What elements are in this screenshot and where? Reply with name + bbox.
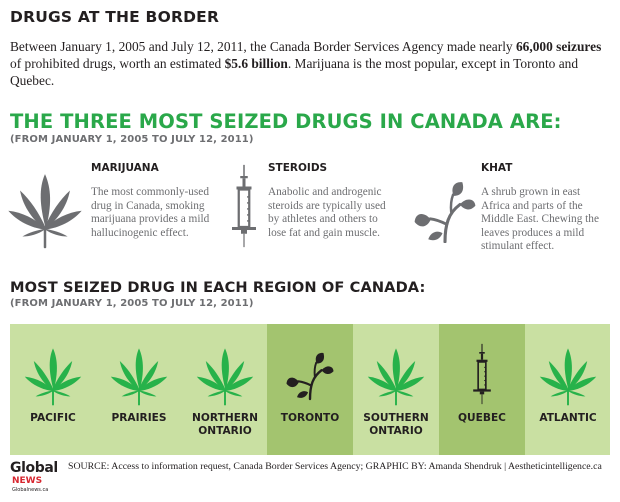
region-label-southern-ontario: SOUTHERN ONTARIO [363, 412, 429, 437]
drug-name-marijuana: MARIJUANA [91, 162, 159, 174]
cannabis-leaf-icon [538, 346, 598, 406]
global-news-logo: Global NEWS Globalnews.ca [10, 460, 66, 496]
main-title: DRUGS AT THE BORDER [10, 8, 220, 26]
region-label-toronto: TORONTO [280, 412, 340, 424]
region-southern-ontario: SOUTHERN ONTARIO [353, 324, 439, 455]
region-label-pacific: PACIFIC [30, 412, 76, 424]
khat-leaves-icon [286, 350, 334, 402]
cannabis-leaf-icon [23, 346, 83, 406]
syringe-icon [229, 157, 259, 255]
logo-news-text: NEWS [12, 476, 43, 486]
drug-name-steroids: STEROIDS [268, 162, 328, 174]
drug-name-khat: KHAT [481, 162, 513, 174]
region-prairies: PRAIRIES [96, 324, 182, 455]
region-atlantic: ATLANTIC [525, 324, 611, 455]
regions-date-range: (FROM JANUARY 1, 2005 TO JULY 12, 2011) [10, 298, 254, 309]
drug-desc-khat: A shrub grown in east Africa and parts o… [481, 186, 599, 253]
drug-desc-marijuana: The most commonly-used drug in Canada, s… [91, 186, 210, 239]
drug-desc-steroids: Anabolic and androgenic steroids are typ… [268, 186, 386, 239]
source-credit: SOURCE: Access to information request, C… [68, 461, 602, 472]
top-three-date-range: (FROM JANUARY 1, 2005 TO JULY 12, 2011) [10, 134, 254, 145]
regions-title: MOST SEIZED DRUG IN EACH REGION OF CANAD… [10, 279, 426, 296]
top-three-title: THE THREE MOST SEIZED DRUGS IN CANADA AR… [10, 110, 562, 133]
region-quebec: QUEBEC [439, 324, 525, 455]
syringe-icon [471, 338, 493, 410]
cannabis-leaf-icon [6, 170, 84, 250]
cannabis-leaf-icon [366, 346, 426, 406]
region-pacific: PACIFIC [10, 324, 96, 455]
region-label-quebec: QUEBEC [458, 412, 506, 424]
intro-paragraph: Between January 1, 2005 and July 12, 201… [10, 39, 602, 88]
region-toronto: TORONTO [267, 324, 353, 455]
cannabis-leaf-icon [109, 346, 169, 406]
cannabis-leaf-icon [195, 346, 255, 406]
region-label-atlantic: ATLANTIC [539, 412, 597, 424]
region-label-prairies: PRAIRIES [111, 412, 167, 424]
region-label-northern-ontario: NORTHERN ONTARIO [192, 412, 258, 437]
regions-band: PACIFIC PRAIRIES NORTHERN ONTARIO TORONTO… [10, 324, 610, 455]
logo-global-text: Global [10, 460, 58, 476]
region-northern-ontario: NORTHERN ONTARIO [182, 324, 268, 455]
khat-leaves-icon [414, 181, 476, 243]
logo-url-text: Globalnews.ca [12, 487, 49, 493]
